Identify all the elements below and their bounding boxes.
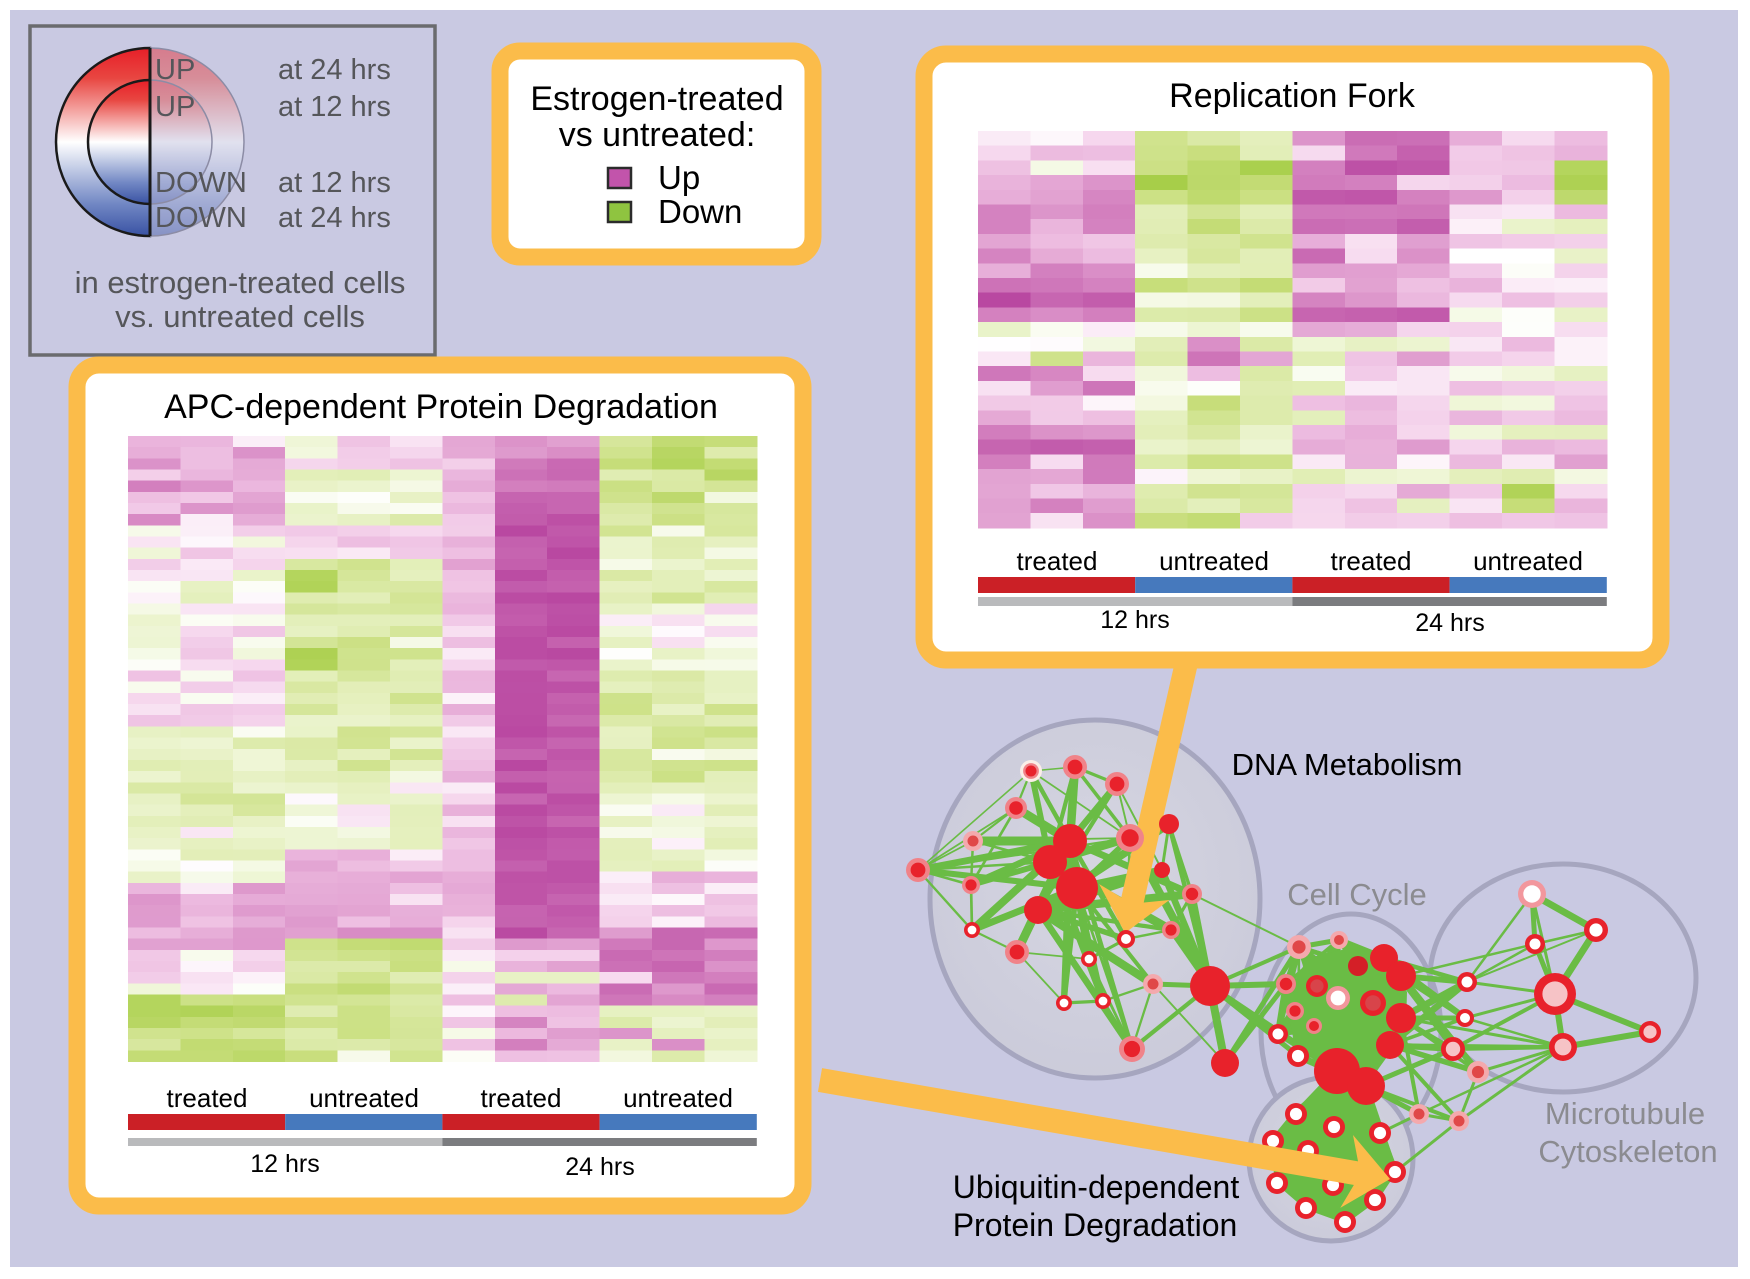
svg-text:APC-dependent Protein Degradat: APC-dependent Protein Degradation xyxy=(164,388,718,426)
svg-text:Down: Down xyxy=(658,193,742,230)
svg-text:vs untreated:: vs untreated: xyxy=(559,116,756,154)
svg-text:at 24 hrs: at 24 hrs xyxy=(278,202,391,234)
svg-text:Replication Fork: Replication Fork xyxy=(1169,77,1416,115)
svg-text:treated: treated xyxy=(481,1083,562,1113)
svg-text:12 hrs: 12 hrs xyxy=(250,1150,319,1178)
svg-text:Protein Degradation: Protein Degradation xyxy=(953,1207,1238,1243)
svg-text:in estrogen-treated cells: in estrogen-treated cells xyxy=(75,265,406,300)
svg-text:untreated: untreated xyxy=(309,1083,419,1113)
svg-text:Microtubule: Microtubule xyxy=(1545,1096,1705,1131)
svg-text:Cytoskeleton: Cytoskeleton xyxy=(1538,1134,1717,1169)
svg-text:DNA Metabolism: DNA Metabolism xyxy=(1232,747,1463,782)
svg-text:vs. untreated cells: vs. untreated cells xyxy=(115,299,365,334)
svg-text:at 24 hrs: at 24 hrs xyxy=(278,54,391,86)
svg-text:treated: treated xyxy=(1017,546,1098,576)
svg-text:Cell Cycle: Cell Cycle xyxy=(1287,877,1427,912)
svg-text:at 12 hrs: at 12 hrs xyxy=(278,91,391,123)
svg-text:treated: treated xyxy=(167,1083,248,1113)
svg-text:UP: UP xyxy=(155,54,195,86)
svg-text:DOWN: DOWN xyxy=(155,202,247,234)
svg-text:24 hrs: 24 hrs xyxy=(1415,609,1484,637)
svg-text:24 hrs: 24 hrs xyxy=(565,1153,634,1181)
svg-text:Estrogen-treated: Estrogen-treated xyxy=(530,80,783,118)
svg-text:untreated: untreated xyxy=(623,1083,733,1113)
svg-text:12 hrs: 12 hrs xyxy=(1100,606,1169,634)
svg-text:treated: treated xyxy=(1331,546,1412,576)
svg-text:at 12 hrs: at 12 hrs xyxy=(278,167,391,199)
svg-text:UP: UP xyxy=(155,91,195,123)
svg-text:Ubiquitin-dependent: Ubiquitin-dependent xyxy=(953,1169,1240,1205)
svg-text:untreated: untreated xyxy=(1159,546,1269,576)
svg-text:untreated: untreated xyxy=(1473,546,1583,576)
svg-text:DOWN: DOWN xyxy=(155,167,247,199)
svg-text:Up: Up xyxy=(658,159,700,196)
